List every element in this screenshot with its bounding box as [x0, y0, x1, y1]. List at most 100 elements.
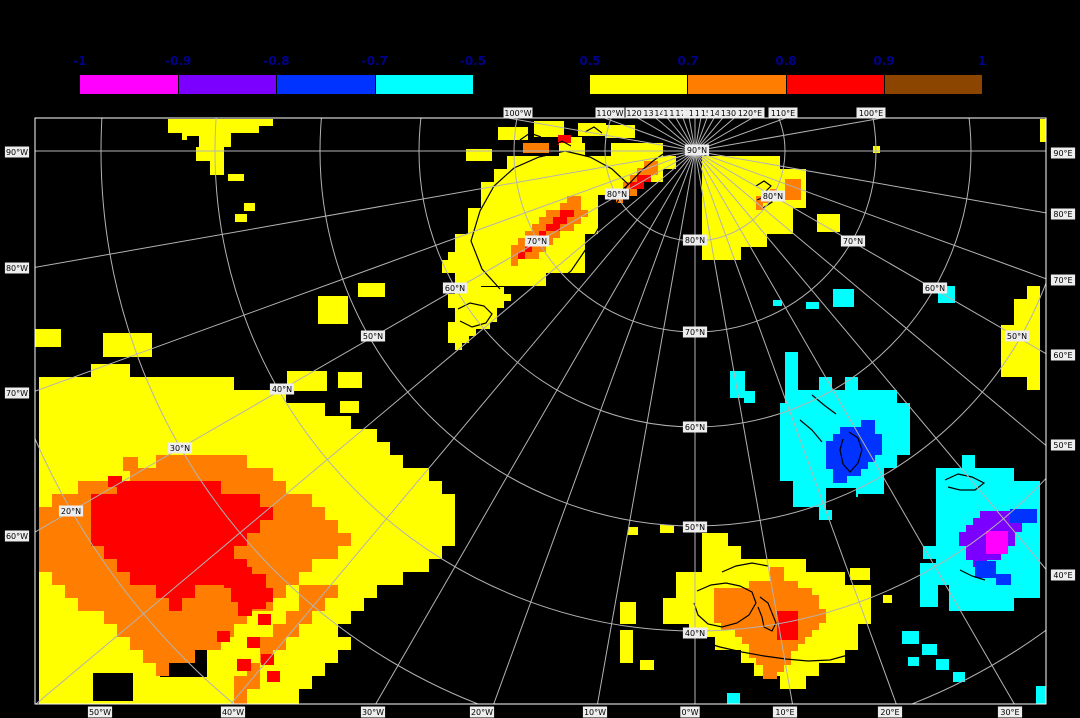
right-edge-longitude-label: 80°E	[1050, 208, 1076, 220]
bottom-edge-longitude-label-box	[582, 706, 608, 718]
coastline	[699, 640, 849, 662]
data-region	[358, 283, 385, 297]
positive-colorbar-tick-label: 0.9	[873, 54, 895, 68]
data-regions-layer	[35, 119, 1046, 704]
latitude-label-box	[840, 235, 866, 247]
bottom-edge-longitude-label-box	[680, 706, 700, 718]
meridian-line	[694, 150, 1046, 571]
latitude-label: 60°N	[682, 421, 708, 433]
bottom-edge-longitude-label-text: 30°E	[1000, 708, 1019, 717]
coastline	[693, 582, 757, 628]
meridian-line	[694, 150, 897, 704]
coastline	[457, 302, 493, 328]
right-edge-longitude-label: 90°E	[1050, 147, 1076, 159]
data-region	[986, 531, 1008, 554]
left-edge-longitude-label-box	[4, 262, 30, 274]
map-frame	[34, 117, 1047, 705]
left-edge-longitude-label: 90°W	[4, 146, 30, 158]
right-edge-longitude-label: 40°E	[1050, 569, 1076, 581]
top-edge-longitude-label-box	[856, 107, 886, 119]
data-region	[108, 476, 122, 487]
coastline	[552, 140, 572, 147]
bottom-edge-longitude-label: 10°E	[772, 706, 798, 718]
right-edge-longitude-label-text: 40°E	[1053, 571, 1072, 580]
coastline	[799, 419, 823, 443]
data-region	[237, 659, 251, 671]
data-region	[908, 657, 919, 666]
left-edge-longitude-label-text: 70°W	[6, 389, 28, 398]
latitude-label: 60°N	[922, 282, 948, 294]
data-region	[1040, 119, 1046, 142]
bottom-edge-longitude-label: 30°W	[360, 706, 386, 718]
coastline	[584, 126, 603, 134]
data-region	[936, 659, 949, 670]
left-edge-longitude-label-text: 90°W	[6, 148, 28, 157]
data-region	[287, 371, 327, 391]
data-region	[448, 252, 511, 280]
data-region	[785, 179, 801, 200]
latitude-label-box	[760, 190, 786, 202]
coastline	[959, 569, 986, 581]
meridian-line	[596, 150, 696, 704]
negative-colorbar-tick-label: -0.8	[263, 54, 290, 68]
latitude-label-text: 60°N	[685, 423, 705, 432]
data-region	[245, 597, 258, 608]
bottom-edge-longitude-label-text: 30°W	[362, 708, 384, 717]
negative-colorbar-tick-label: -1	[73, 54, 87, 68]
data-region	[523, 143, 549, 153]
top-edge-longitude-label-box	[718, 107, 748, 119]
left-edge-longitude-label-box	[4, 387, 30, 399]
coastline	[839, 431, 863, 473]
latitude-label-text: 70°N	[685, 328, 705, 337]
meridian-line	[694, 150, 1046, 214]
positive-colorbar-segment	[883, 75, 982, 94]
top-edge-longitude-label-box	[625, 107, 655, 119]
data-region	[338, 372, 362, 388]
negative-colorbar-tick-label: -0.7	[361, 54, 388, 68]
latitude-label-text: 60°N	[445, 284, 465, 293]
latitude-label-box	[1004, 330, 1030, 342]
coastline	[757, 596, 777, 632]
data-region	[855, 497, 877, 513]
right-edge-longitude-label-text: 70°E	[1053, 276, 1072, 285]
coastlines-layer	[457, 126, 986, 662]
right-edge-longitude-label-text: 60°E	[1053, 351, 1072, 360]
bottom-edge-longitude-label-box	[877, 706, 903, 718]
latitude-label-text: 80°N	[763, 192, 783, 201]
right-edge-longitude-label-box	[1050, 274, 1076, 286]
data-region	[1010, 509, 1037, 523]
latitude-label: 90°N	[684, 144, 710, 156]
negative-colorbar-tick-label: -0.5	[459, 54, 487, 68]
right-edge-longitude-label-text: 50°E	[1053, 441, 1072, 450]
meridian-line	[35, 150, 696, 268]
data-region	[217, 631, 230, 642]
top-edge-longitude-label-box	[595, 107, 625, 119]
data-region	[244, 203, 255, 211]
data-region	[123, 457, 138, 471]
data-region	[466, 149, 492, 161]
bottom-edge-longitude-label: 10°W	[582, 706, 608, 718]
top-edge-longitude-label-text: 130°E	[721, 109, 745, 118]
data-region	[773, 300, 782, 306]
right-edge-longitude-label-box	[1050, 569, 1076, 581]
latitude-label-box	[524, 235, 550, 247]
meridian-line	[694, 150, 1046, 280]
latitude-label-box	[682, 326, 708, 338]
top-edge-longitude-label: 110°W	[595, 107, 625, 119]
data-region	[1036, 686, 1046, 704]
data-region	[228, 174, 244, 181]
latitude-label: 70°N	[840, 235, 866, 247]
coastline	[470, 150, 629, 295]
latitude-label: 70°N	[524, 235, 550, 247]
latitude-label-text: 50°N	[685, 523, 705, 532]
meridian-line	[375, 150, 696, 704]
bottom-edge-longitude-label-box	[772, 706, 798, 718]
data-region	[620, 630, 633, 663]
latitude-label: 50°N	[360, 330, 386, 342]
data-region	[714, 567, 826, 679]
coastline	[755, 180, 772, 194]
meridian-line	[35, 150, 696, 704]
latitude-label-box	[682, 627, 708, 639]
